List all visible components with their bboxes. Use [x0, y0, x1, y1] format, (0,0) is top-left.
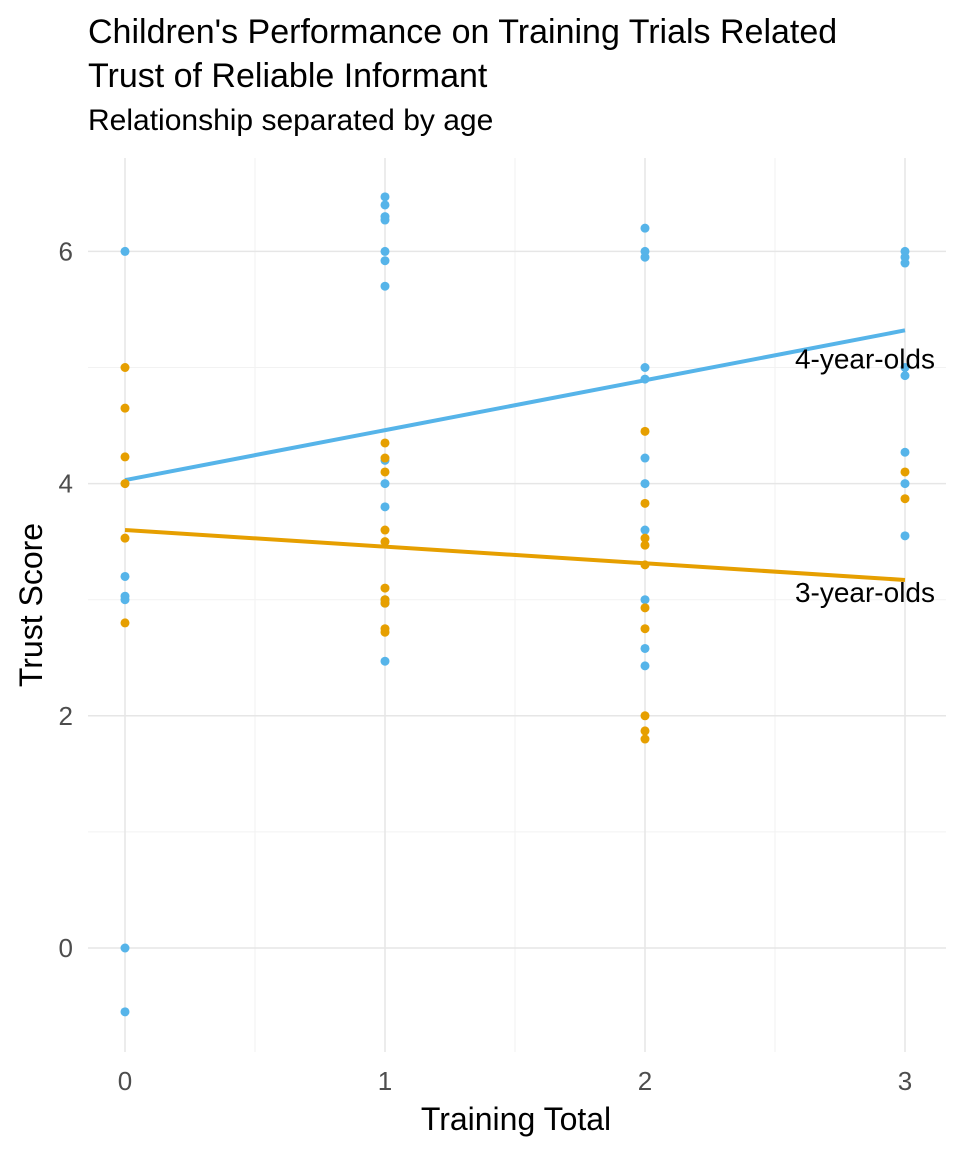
data-point: [640, 533, 650, 543]
data-point: [380, 467, 390, 477]
data-point: [900, 494, 910, 504]
data-point: [640, 479, 650, 489]
data-point: [900, 371, 910, 381]
gridlines: [88, 158, 946, 1052]
data-point: [640, 540, 650, 550]
x-axis-ticks: 0 1 2 3: [118, 1066, 912, 1096]
data-point: [640, 560, 650, 570]
y-tick-label: 0: [59, 933, 73, 963]
data-point: [380, 627, 390, 637]
data-point: [640, 726, 650, 736]
data-point: [380, 537, 390, 547]
data-point: [380, 598, 390, 608]
data-point: [640, 453, 650, 463]
data-point: [640, 223, 650, 233]
y-axis-title: Trust Score: [13, 523, 49, 687]
data-point: [640, 661, 650, 671]
data-point: [900, 363, 910, 372]
data-point: [640, 252, 650, 262]
data-point: [640, 734, 650, 744]
data-point: [640, 374, 650, 384]
data-point: [640, 711, 650, 721]
data-point: [900, 479, 910, 489]
data-point: [640, 624, 650, 634]
x-tick-label: 2: [638, 1066, 652, 1096]
data-point: [120, 1007, 130, 1017]
data-point: [120, 363, 130, 372]
data-point: [900, 467, 910, 477]
data-point: [120, 571, 130, 581]
regression-lines: [124, 328, 906, 582]
data-point: [380, 200, 390, 210]
data-point: [380, 583, 390, 593]
fit-line: [124, 528, 906, 582]
data-point: [120, 452, 130, 462]
data-point: [120, 533, 130, 543]
x-tick-label: 1: [378, 1066, 392, 1096]
data-point: [640, 595, 650, 605]
y-tick-label: 2: [59, 701, 73, 731]
data-point: [380, 281, 390, 291]
y-tick-label: 6: [59, 236, 73, 266]
series-label: 3-year-olds: [795, 577, 935, 608]
data-point: [640, 643, 650, 653]
data-point: [120, 595, 130, 605]
data-point: [640, 498, 650, 508]
data-point: [640, 426, 650, 436]
data-point: [380, 479, 390, 489]
data-point: [120, 246, 130, 256]
chart-title: Children's Performance on Training Trial…: [88, 13, 838, 95]
data-point: [120, 943, 130, 953]
data-point: [380, 246, 390, 256]
x-tick-label: 0: [118, 1066, 132, 1096]
data-point: [120, 618, 130, 628]
data-point: [380, 453, 390, 463]
data-point: [380, 192, 390, 202]
data-point: [120, 403, 130, 413]
data-points: [120, 192, 910, 1017]
data-point: [640, 363, 650, 372]
data-point: [640, 525, 650, 535]
data-point: [900, 447, 910, 457]
y-tick-label: 4: [59, 469, 73, 499]
y-axis-ticks: 0 2 4 6: [59, 236, 73, 963]
data-point: [120, 479, 130, 489]
series-label: 4-year-olds: [795, 343, 935, 374]
line-labels: 4-year-olds 3-year-olds: [795, 343, 935, 608]
data-point: [900, 258, 910, 268]
data-point: [900, 531, 910, 541]
data-point: [380, 525, 390, 535]
data-point: [380, 215, 390, 225]
data-point: [640, 603, 650, 613]
x-axis-title: Training Total: [421, 1101, 611, 1137]
data-point: [380, 656, 390, 666]
data-point: [380, 502, 390, 512]
chart-subtitle: Relationship separated by age: [88, 104, 494, 137]
data-point: [380, 438, 390, 448]
fit-line: [124, 328, 906, 483]
data-point: [380, 256, 390, 266]
x-tick-label: 3: [898, 1066, 912, 1096]
